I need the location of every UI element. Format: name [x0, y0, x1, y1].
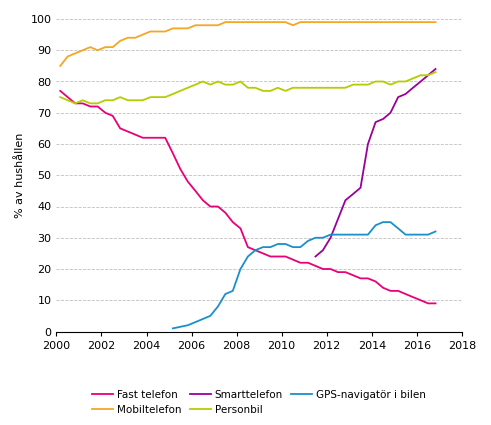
Fast telefon	[140, 135, 146, 140]
GPS-navigatör i bilen	[177, 324, 183, 329]
GPS-navigatör i bilen	[327, 232, 333, 237]
GPS-navigatör i bilen	[342, 232, 348, 237]
Smarttelefon	[433, 66, 438, 71]
GPS-navigatör i bilen	[410, 232, 416, 237]
GPS-navigatör i bilen	[350, 232, 356, 237]
Mobiltelefon	[140, 32, 146, 37]
GPS-navigatör i bilen	[200, 317, 206, 322]
GPS-navigatör i bilen	[418, 232, 424, 237]
GPS-navigatör i bilen	[207, 313, 213, 318]
Personbil	[72, 101, 78, 106]
GPS-navigatör i bilen	[185, 323, 191, 328]
Personbil	[147, 95, 153, 100]
Fast telefon	[57, 88, 63, 94]
Line: Smarttelefon: Smarttelefon	[315, 69, 436, 257]
Smarttelefon	[365, 142, 371, 147]
Fast telefon	[425, 301, 431, 306]
GPS-navigatör i bilen	[373, 223, 379, 228]
Smarttelefon	[418, 79, 424, 84]
Personbil	[335, 85, 341, 90]
GPS-navigatör i bilen	[275, 241, 281, 246]
GPS-navigatör i bilen	[312, 235, 318, 240]
Smarttelefon	[357, 185, 363, 190]
Personbil	[425, 73, 431, 78]
GPS-navigatör i bilen	[222, 292, 228, 297]
Mobiltelefon	[177, 26, 183, 31]
GPS-navigatör i bilen	[298, 244, 303, 249]
Mobiltelefon	[222, 20, 228, 25]
GPS-navigatör i bilen	[215, 304, 221, 309]
Personbil	[177, 88, 183, 94]
Smarttelefon	[342, 198, 348, 203]
GPS-navigatör i bilen	[387, 220, 393, 225]
Fast telefon	[170, 151, 176, 156]
GPS-navigatör i bilen	[305, 238, 311, 244]
GPS-navigatör i bilen	[245, 254, 251, 259]
GPS-navigatör i bilen	[260, 244, 266, 249]
GPS-navigatör i bilen	[380, 220, 386, 225]
GPS-navigatör i bilen	[238, 266, 244, 272]
GPS-navigatör i bilen	[357, 232, 363, 237]
Fast telefon	[433, 301, 438, 306]
Mobiltelefon	[57, 63, 63, 68]
Smarttelefon	[350, 191, 356, 196]
Fast telefon	[418, 298, 424, 303]
Personbil	[57, 95, 63, 100]
Fast telefon	[327, 266, 333, 272]
Smarttelefon	[403, 91, 409, 96]
Mobiltelefon	[433, 20, 438, 25]
Smarttelefon	[373, 119, 379, 125]
GPS-navigatör i bilen	[290, 244, 296, 249]
Personbil	[433, 70, 438, 75]
Line: Personbil: Personbil	[60, 72, 436, 103]
GPS-navigatör i bilen	[268, 244, 273, 249]
GPS-navigatör i bilen	[282, 241, 288, 246]
GPS-navigatör i bilen	[433, 229, 438, 234]
Smarttelefon	[387, 110, 393, 115]
GPS-navigatör i bilen	[320, 235, 326, 240]
Personbil	[312, 85, 318, 90]
GPS-navigatör i bilen	[230, 288, 236, 293]
Line: Mobiltelefon: Mobiltelefon	[60, 22, 436, 66]
Smarttelefon	[410, 85, 416, 90]
Mobiltelefon	[170, 26, 176, 31]
Fast telefon	[177, 167, 183, 172]
GPS-navigatör i bilen	[335, 232, 341, 237]
GPS-navigatör i bilen	[425, 232, 431, 237]
Mobiltelefon	[425, 20, 431, 25]
GPS-navigatör i bilen	[192, 320, 198, 325]
Smarttelefon	[320, 248, 326, 253]
Smarttelefon	[312, 254, 318, 259]
GPS-navigatör i bilen	[252, 248, 258, 253]
Personbil	[185, 85, 191, 90]
GPS-navigatör i bilen	[365, 232, 371, 237]
Mobiltelefon	[312, 20, 318, 25]
GPS-navigatör i bilen	[403, 232, 409, 237]
Line: GPS-navigatör i bilen: GPS-navigatör i bilen	[173, 222, 436, 329]
GPS-navigatör i bilen	[170, 326, 176, 331]
Mobiltelefon	[335, 20, 341, 25]
Legend: Fast telefon, Mobiltelefon, Smarttelefon, Personbil, GPS-navigatör i bilen: Fast telefon, Mobiltelefon, Smarttelefon…	[89, 387, 430, 418]
Smarttelefon	[327, 235, 333, 240]
Smarttelefon	[425, 73, 431, 78]
GPS-navigatör i bilen	[395, 226, 401, 231]
Fast telefon	[305, 260, 311, 265]
Smarttelefon	[335, 216, 341, 221]
Line: Fast telefon: Fast telefon	[60, 91, 436, 303]
Smarttelefon	[395, 95, 401, 100]
Smarttelefon	[380, 116, 386, 122]
Y-axis label: % av hushållen: % av hushållen	[15, 133, 25, 218]
